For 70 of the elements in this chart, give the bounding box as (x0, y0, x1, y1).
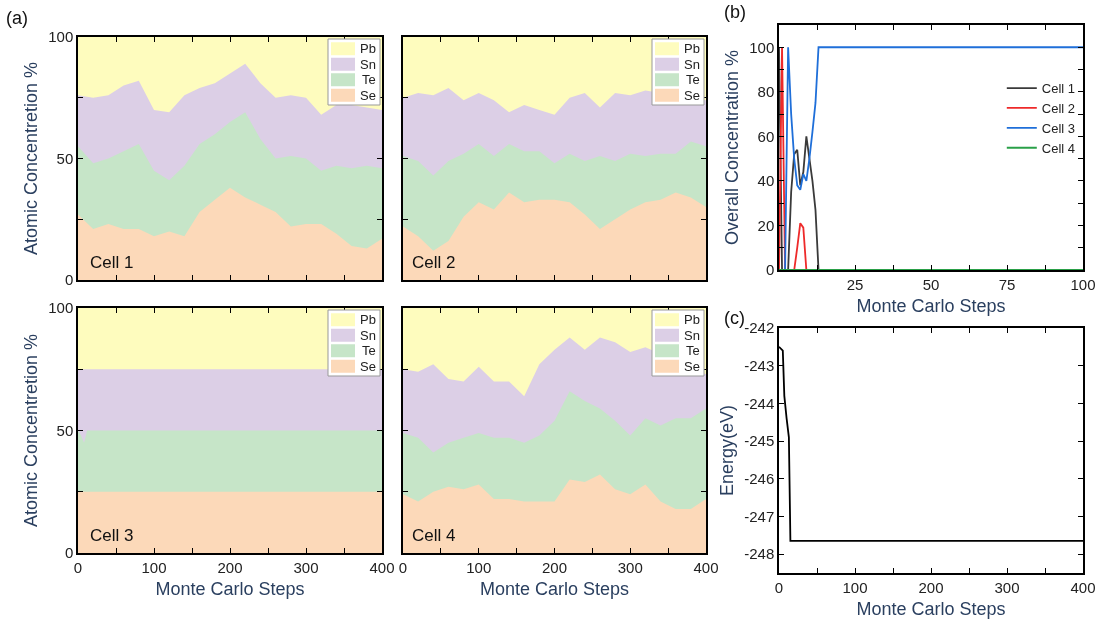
legend-label: Se (684, 359, 700, 374)
annotation: Cell 4 (412, 526, 456, 545)
y-tick-label: 80 (757, 83, 775, 101)
legend-label: Te (686, 343, 700, 358)
legend-label: Sn (684, 328, 700, 343)
y-tick-label: 50 (56, 149, 74, 167)
legend-label: Cell 3 (1041, 120, 1076, 136)
y-tick-label: -246 (744, 470, 775, 488)
legend-label: Sn (684, 57, 700, 72)
x-tick-label: 300 (617, 558, 643, 576)
x-tick-label: 200 (541, 558, 568, 576)
x-axis-title: Monte Carlo Steps (856, 599, 1006, 620)
y-axis-title: Overall Concentration % (721, 49, 742, 246)
text: (a) (6, 8, 28, 28)
y-tick-label: 60 (757, 127, 775, 145)
annotation: Cell 1 (90, 253, 134, 272)
y-tick-label: 100 (48, 28, 74, 46)
legend-label: Pb (360, 41, 376, 56)
y-tick-label: -243 (744, 356, 775, 374)
legend-label: Se (684, 88, 700, 103)
legend-label: Sn (360, 57, 376, 72)
legend-label: Te (686, 72, 700, 87)
x-tick-label: 100 (1070, 275, 1096, 293)
x-axis-title: Monte Carlo Steps (155, 579, 305, 600)
x-tick-label: 300 (293, 558, 319, 576)
x-tick-label: 400 (369, 558, 395, 576)
legend-label: Se (360, 359, 376, 374)
legend-label: Te (362, 343, 376, 358)
x-tick-label: 0 (398, 558, 408, 576)
y-tick-label: 0 (765, 261, 775, 279)
text: (c) (724, 308, 745, 328)
y-tick-label: 40 (757, 172, 775, 190)
y-tick-label: -247 (744, 507, 775, 525)
y-tick-label: -245 (744, 432, 775, 450)
legend-label: Se (360, 88, 376, 103)
y-tick-label: -244 (744, 394, 775, 412)
x-tick-label: 300 (994, 578, 1020, 596)
x-tick-label: 25 (846, 275, 864, 293)
legend-label: Pb (684, 41, 700, 56)
x-axis-title: Monte Carlo Steps (479, 579, 630, 600)
x-tick-label: 200 (918, 578, 944, 596)
y-axis-title: Atomic Concentretion % (20, 61, 41, 256)
x-tick-label: 200 (217, 558, 243, 576)
text: (b) (724, 2, 746, 22)
y-tick-label: -248 (744, 545, 775, 563)
x-tick-label: 100 (141, 558, 167, 576)
legend-label: Te (362, 72, 376, 87)
legend-label: Pb (360, 312, 376, 327)
x-tick-label: 50 (922, 275, 940, 293)
y-tick-label: 100 (749, 38, 775, 56)
x-tick-label: 400 (1070, 578, 1096, 596)
y-tick-label: 20 (757, 216, 775, 234)
annotation: Cell 2 (412, 253, 456, 272)
legend-label: Cell 1 (1041, 81, 1076, 97)
x-tick-label: 400 (693, 558, 719, 576)
y-axis-title: Energy(eV) (716, 404, 737, 497)
legend-label: Pb (684, 312, 700, 327)
y-tick-label: 0 (64, 544, 74, 562)
y-tick-label: -242 (744, 319, 775, 337)
legend-label: Cell 4 (1041, 140, 1076, 156)
annotation: Cell 3 (90, 526, 134, 545)
x-tick-label: 100 (466, 558, 492, 576)
y-axis-title: Atomic Concentretion % (20, 333, 41, 528)
x-axis-title: Monte Carlo Steps (856, 296, 1006, 317)
y-tick-label: 50 (56, 421, 74, 439)
legend-label: Cell 2 (1041, 101, 1076, 117)
x-tick-label: 75 (998, 275, 1016, 293)
x-tick-label: 100 (842, 578, 868, 596)
y-tick-label: 100 (48, 299, 74, 317)
legend-label: Sn (360, 328, 376, 343)
